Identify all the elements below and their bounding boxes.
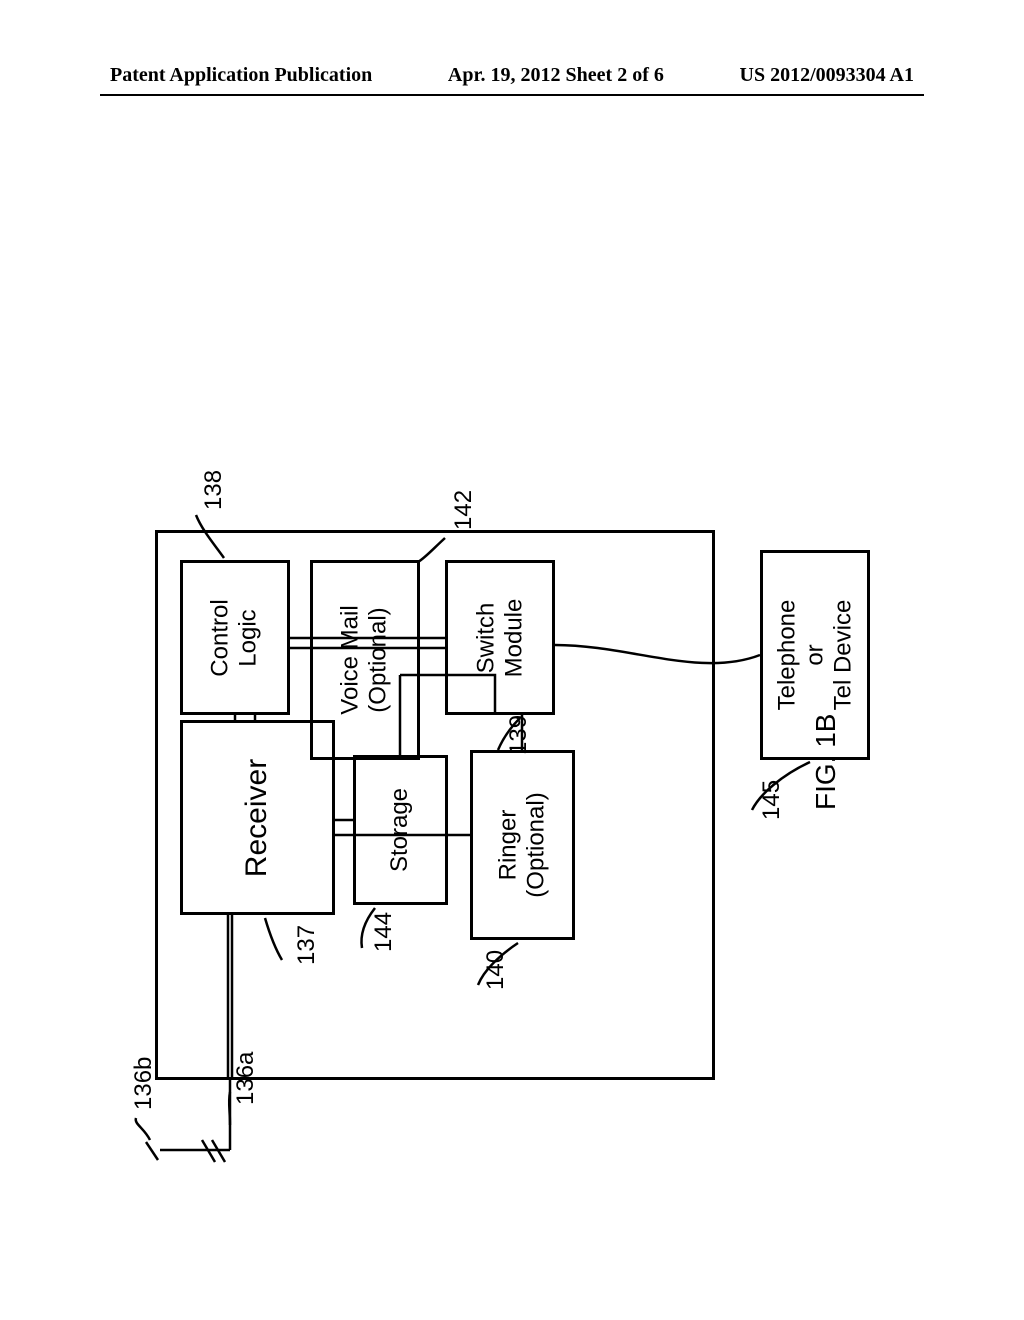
control-logic-label: ControlLogic [207, 599, 263, 676]
ringer-block: Ringer(Optional) [470, 750, 575, 940]
voicemail-label: Voice Mail(Optional) [337, 605, 393, 714]
header-left: Patent Application Publication [110, 64, 372, 87]
ref-139: 139 [505, 715, 533, 755]
ref-140: 140 [482, 950, 510, 990]
header-rule [100, 94, 924, 96]
storage-label: Storage [387, 788, 415, 872]
ref-137: 137 [293, 925, 321, 965]
diagram: Receiver Storage Ringer(Optional) Contro… [100, 180, 924, 1230]
ref-142: 142 [450, 490, 478, 530]
ringer-label: Ringer(Optional) [495, 792, 551, 897]
switch-module-block: SwitchModule [445, 560, 555, 715]
ref-138: 138 [200, 470, 228, 510]
storage-block: Storage [353, 755, 448, 905]
telephone-label: TelephoneorTel Device [773, 600, 857, 711]
control-logic-block: ControlLogic [180, 560, 290, 715]
page-header: Patent Application Publication Apr. 19, … [0, 64, 1024, 87]
voicemail-block: Voice Mail(Optional) [310, 560, 420, 760]
ref-136b: 136b [130, 1057, 158, 1110]
switch-module-label: SwitchModule [472, 598, 528, 677]
receiver-label: Receiver [241, 758, 275, 876]
ref-144: 144 [370, 912, 398, 952]
ref-136a: 136a [232, 1052, 260, 1105]
ref-145: 145 [758, 780, 786, 820]
header-right: US 2012/0093304 A1 [740, 64, 914, 87]
header-center: Apr. 19, 2012 Sheet 2 of 6 [448, 64, 664, 87]
figure-label: FIG. 1B [810, 714, 842, 810]
